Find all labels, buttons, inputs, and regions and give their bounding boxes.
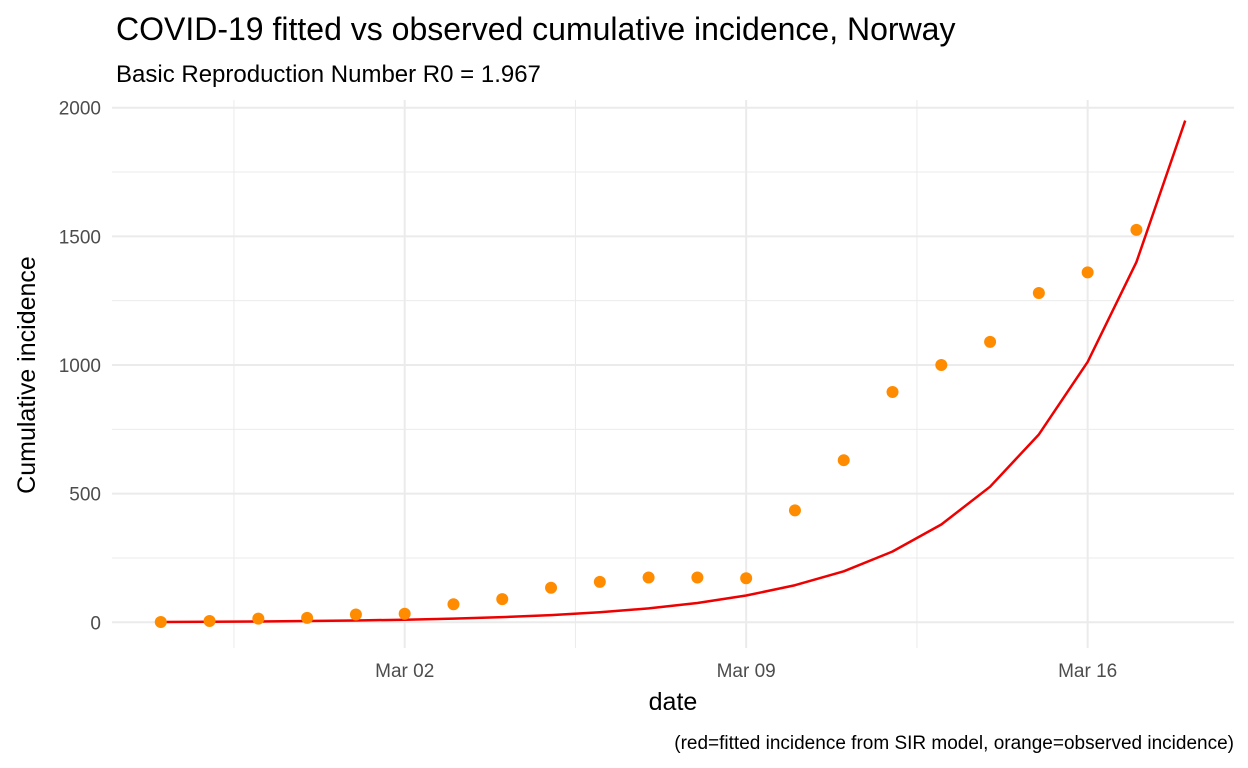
observed-point [398, 607, 411, 620]
observed-point [935, 358, 948, 371]
observed-point [837, 454, 850, 467]
observed-series [154, 223, 1143, 629]
observed-point [447, 598, 460, 611]
observed-point [301, 611, 314, 624]
x-axis-title: date [649, 688, 698, 716]
observed-point [1130, 223, 1143, 236]
y-tick-label: 500 [69, 485, 101, 506]
observed-point [545, 581, 558, 594]
observed-point [349, 608, 362, 621]
x-tick-label: Mar 16 [1058, 661, 1117, 682]
observed-point [740, 572, 753, 585]
chart-caption: (red=fitted incidence from SIR model, or… [674, 733, 1234, 754]
grid-lines [112, 100, 1234, 648]
fitted-line [160, 120, 1187, 624]
y-axis-ticks: 0 500 1000 1500 2000 [59, 99, 101, 635]
y-tick-label: 0 [90, 613, 101, 634]
observed-point [154, 616, 167, 629]
observed-point [1081, 266, 1094, 279]
observed-point [496, 593, 509, 606]
observed-point [593, 575, 606, 588]
chart-title: COVID-19 fitted vs observed cumulative i… [116, 11, 955, 47]
y-tick-label: 1500 [59, 227, 101, 248]
chart-subtitle: Basic Reproduction Number R0 = 1.967 [116, 61, 541, 88]
x-axis-ticks: Mar 02 Mar 09 Mar 16 [375, 661, 1117, 682]
observed-point [1032, 286, 1045, 299]
x-tick-label: Mar 09 [717, 661, 776, 682]
fitted-series [160, 120, 1187, 624]
observed-point [203, 614, 216, 627]
observed-point [691, 571, 704, 584]
observed-point [984, 335, 997, 348]
y-tick-label: 2000 [59, 99, 101, 120]
observed-point [252, 612, 265, 625]
x-tick-label: Mar 02 [375, 661, 434, 682]
observed-point [642, 571, 655, 584]
y-axis-title: Cumulative incidence [13, 256, 41, 494]
y-tick-label: 1000 [59, 356, 101, 377]
observed-point [886, 386, 899, 399]
observed-point [788, 504, 801, 517]
